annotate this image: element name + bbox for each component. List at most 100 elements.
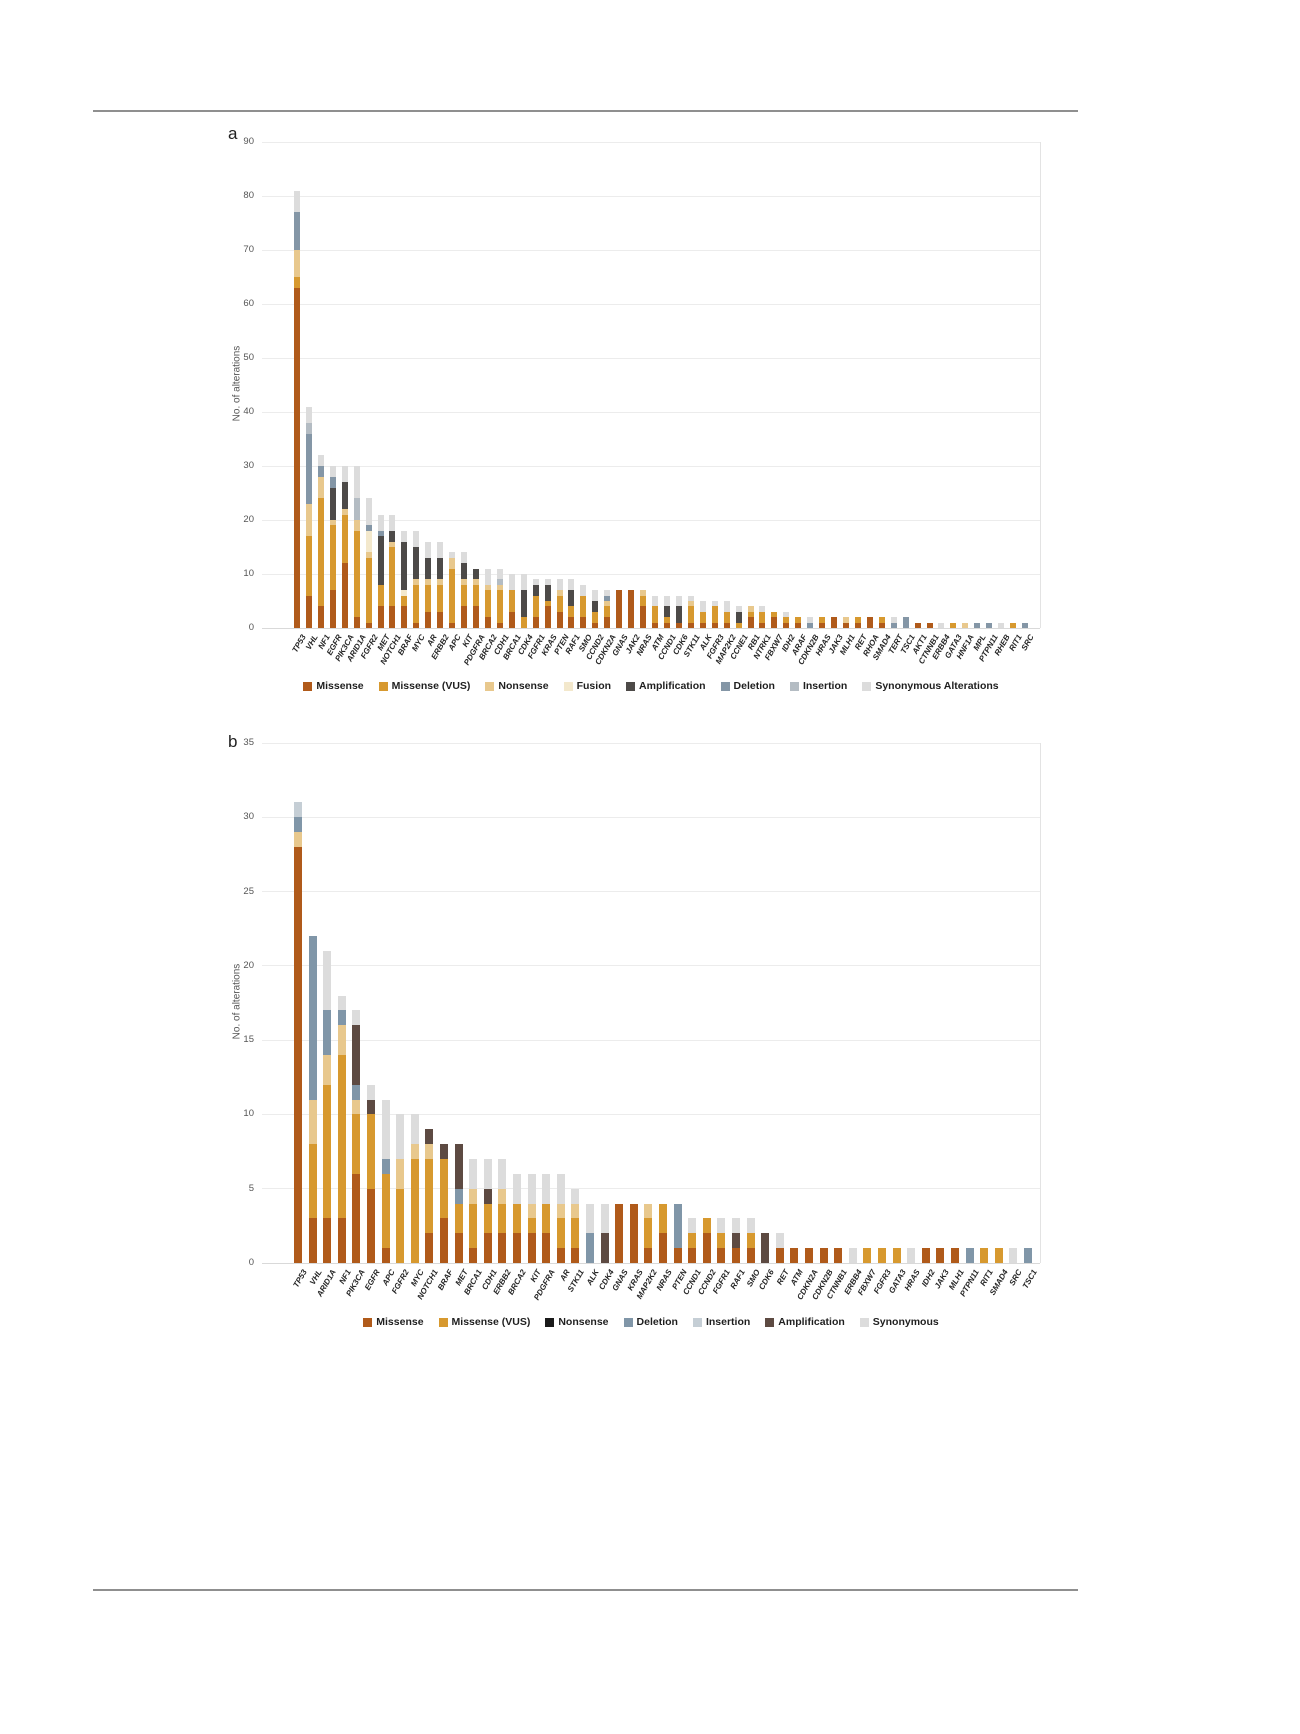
bar-segment bbox=[663, 595, 670, 607]
bar-segment bbox=[401, 606, 408, 628]
bar-segment bbox=[1024, 1248, 1032, 1263]
bar-segment bbox=[688, 1218, 697, 1234]
legend: Missense Missense (VUS) Nonsense Deletion In… bbox=[262, 1316, 1040, 1328]
bar-segment bbox=[341, 514, 348, 564]
bar-segment bbox=[377, 514, 384, 531]
bar-segment bbox=[702, 1218, 711, 1234]
bar-segment bbox=[329, 520, 336, 526]
bar-segment bbox=[640, 595, 647, 607]
bar-segment bbox=[305, 536, 312, 596]
bar-segment bbox=[556, 1218, 565, 1249]
bar-segment bbox=[675, 606, 682, 623]
legend-swatch bbox=[859, 1317, 869, 1327]
bar-segment bbox=[604, 617, 611, 628]
gridline bbox=[262, 742, 1040, 744]
bar-segment bbox=[508, 611, 515, 628]
bar-segment bbox=[532, 579, 539, 585]
bar-segment bbox=[341, 466, 348, 483]
bar-segment bbox=[532, 595, 539, 618]
bar-segment bbox=[425, 584, 432, 612]
bar-segment bbox=[454, 1188, 463, 1204]
bar-segment bbox=[413, 530, 420, 547]
y-tick-label: 20 bbox=[243, 514, 254, 525]
bar-segment bbox=[854, 622, 861, 628]
gridline bbox=[262, 1039, 1040, 1041]
bar-segment bbox=[735, 622, 742, 628]
legend-item: Fusion bbox=[563, 680, 611, 692]
legend-label: Missense bbox=[316, 680, 364, 692]
bar-segment bbox=[532, 584, 539, 596]
bar-segment bbox=[498, 1159, 507, 1189]
gridline bbox=[262, 141, 1040, 143]
gridline bbox=[262, 1262, 1040, 1264]
bar-segment bbox=[527, 1233, 536, 1263]
bar-segment bbox=[866, 617, 873, 628]
bar-segment bbox=[461, 579, 468, 585]
bar-segment bbox=[717, 1248, 726, 1263]
bar-segment bbox=[950, 622, 957, 628]
bar-segment bbox=[542, 1203, 551, 1234]
bar-segment bbox=[890, 617, 897, 623]
bar-segment bbox=[389, 547, 396, 607]
bar-segment bbox=[629, 1203, 638, 1263]
gridline bbox=[262, 465, 1040, 467]
gridline bbox=[262, 411, 1040, 413]
bar-segment bbox=[586, 1233, 594, 1263]
bar-segment bbox=[498, 1233, 507, 1263]
bar-segment bbox=[892, 1248, 901, 1263]
legend-swatch bbox=[363, 1317, 373, 1327]
bar-segment bbox=[688, 1233, 697, 1249]
legend-label: Deletion bbox=[636, 1316, 678, 1328]
gridline bbox=[262, 965, 1040, 967]
bar-segment bbox=[513, 1233, 521, 1263]
bar-segment bbox=[353, 520, 360, 531]
legend-item: Insertion bbox=[789, 680, 847, 692]
legend-label: Amplification bbox=[778, 1316, 845, 1328]
bar-segment bbox=[377, 606, 384, 628]
bar-segment bbox=[329, 487, 336, 520]
bar-segment bbox=[294, 287, 300, 628]
bar-segment bbox=[759, 606, 766, 612]
legend-label: Synonymous bbox=[872, 1316, 939, 1328]
bar-segment bbox=[556, 611, 563, 628]
bar-segment bbox=[556, 595, 563, 612]
bar-segment bbox=[329, 590, 336, 628]
bar-segment bbox=[673, 1203, 682, 1249]
bar-segment bbox=[687, 606, 694, 623]
bar-segment bbox=[980, 1248, 989, 1263]
bar-segment bbox=[413, 579, 420, 585]
bar-segment bbox=[746, 1248, 755, 1263]
bar-segment bbox=[819, 622, 826, 628]
bar-segment bbox=[483, 1233, 492, 1263]
bar-segment bbox=[305, 595, 312, 628]
bar-segment bbox=[469, 1248, 478, 1263]
bar-segment bbox=[353, 530, 360, 618]
bar-segment bbox=[337, 1055, 346, 1219]
bar-segment bbox=[1022, 622, 1028, 628]
legend-label: Insertion bbox=[705, 1316, 751, 1328]
bar-segment bbox=[592, 590, 599, 601]
bar-segment bbox=[842, 622, 849, 628]
bar-segment bbox=[962, 622, 969, 628]
bar-segment bbox=[520, 617, 527, 628]
bar-segment bbox=[527, 1218, 536, 1234]
bar-segment bbox=[527, 1173, 536, 1204]
bar-segment bbox=[401, 530, 408, 542]
legend-swatch bbox=[378, 681, 388, 691]
bar-segment bbox=[440, 1218, 448, 1263]
bar-segment bbox=[367, 1084, 375, 1100]
bar-segment bbox=[381, 1248, 390, 1263]
bar-segment bbox=[592, 622, 599, 628]
bar-segment bbox=[604, 590, 611, 596]
bar-segment bbox=[294, 802, 302, 818]
bar-segment bbox=[520, 574, 527, 591]
gridline bbox=[262, 519, 1040, 521]
bar-segment bbox=[663, 617, 670, 623]
gridline bbox=[262, 573, 1040, 575]
bar-segment bbox=[329, 525, 336, 591]
bar-segment bbox=[396, 1114, 405, 1159]
bar-segment bbox=[951, 1248, 959, 1263]
bar-segment bbox=[723, 611, 730, 623]
bar-segment bbox=[675, 595, 682, 607]
